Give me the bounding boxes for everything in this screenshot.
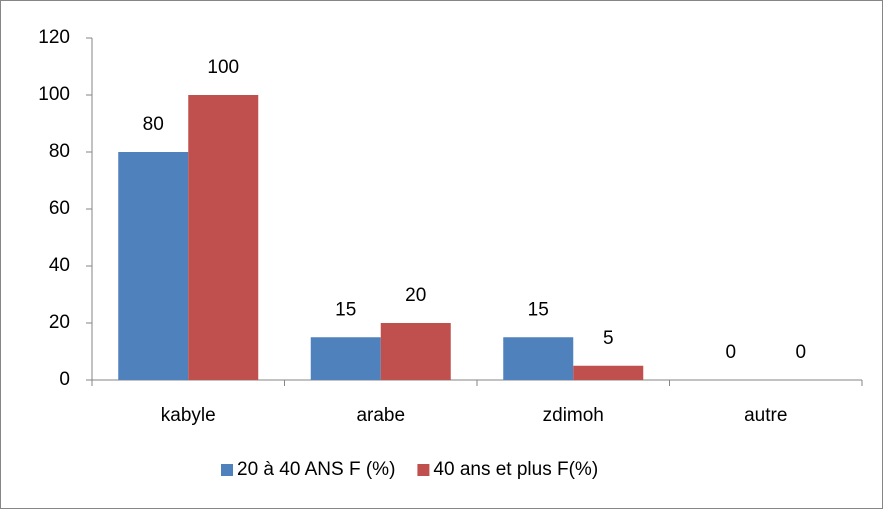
data-label: 20: [405, 285, 426, 306]
data-label: 80: [143, 114, 164, 135]
x-tick-label: zdimoh: [543, 405, 604, 426]
data-label: 15: [528, 299, 549, 320]
data-label: 5: [603, 328, 614, 349]
y-tick-label: 20: [49, 312, 70, 333]
legend-swatch: [417, 464, 430, 476]
x-tick-label: kabyle: [161, 405, 216, 426]
bar: [380, 323, 451, 380]
bar: [310, 337, 381, 380]
x-tick-label: arabe: [356, 405, 405, 426]
data-label: 0: [795, 342, 806, 363]
x-tick-label: autre: [744, 405, 787, 426]
bar: [118, 152, 189, 380]
legend-swatch: [221, 464, 233, 476]
y-tick-label: 100: [38, 84, 70, 105]
y-tick-label: 0: [59, 369, 70, 390]
y-tick-label: 40: [49, 255, 70, 276]
legend-label: 40 ans et plus F(%): [433, 459, 598, 480]
bar: [188, 95, 259, 380]
y-tick-label: 80: [49, 141, 70, 162]
bar: [503, 337, 574, 380]
data-label: 100: [207, 57, 239, 78]
y-tick-label: 120: [38, 27, 70, 48]
legend-label: 20 à 40 ANS F (%): [237, 459, 395, 480]
bar: [573, 365, 644, 380]
y-tick-label: 60: [49, 198, 70, 219]
data-label: 0: [725, 342, 736, 363]
data-label: 15: [335, 299, 356, 320]
